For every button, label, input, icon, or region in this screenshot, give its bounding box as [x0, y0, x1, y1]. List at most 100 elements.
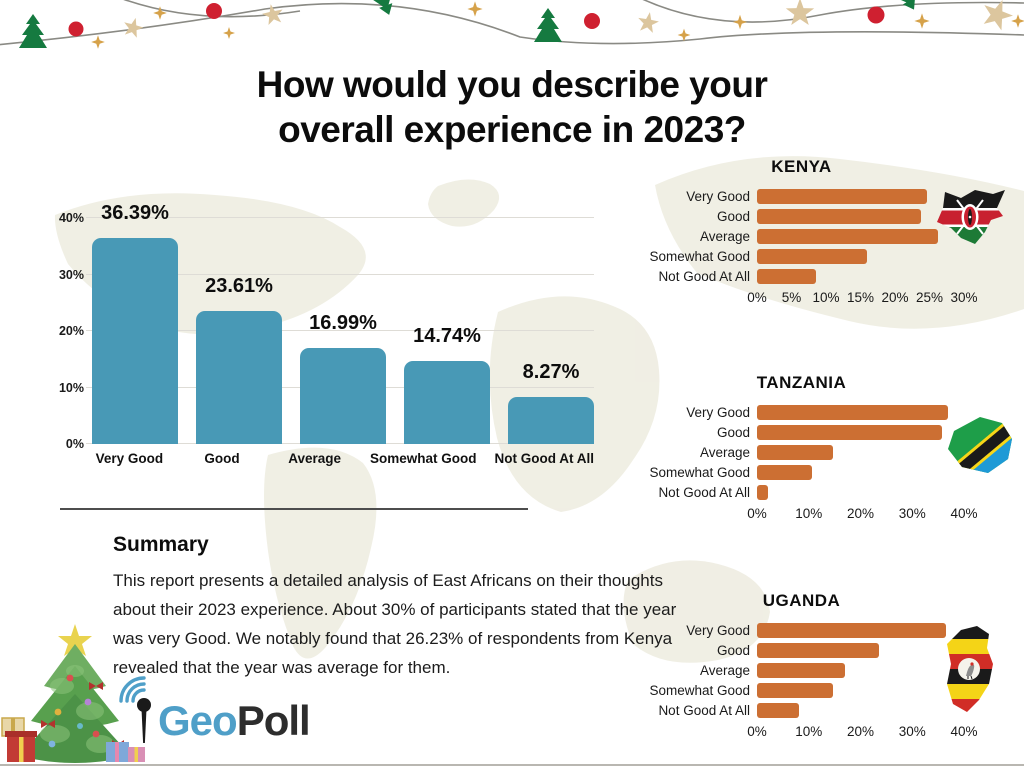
country-chart-x-axis: 0% 5% 10% 15% 20% 25% 30% [747, 290, 977, 307]
tree-star-icon [58, 624, 92, 656]
country-bar-label: Good [716, 208, 750, 224]
tanzania-bar-chart: TANZANIA Very Good Good Average Somewhat Go… [638, 373, 1012, 523]
x-axis-tick-label: 20% [846, 506, 875, 521]
x-axis-tick-label: 0% [747, 724, 767, 739]
country-bar [757, 268, 816, 284]
category-label: Not Good At All [494, 451, 595, 466]
bar-value-label: 16.99% [309, 312, 377, 335]
country-bar-label: Not Good At All [658, 484, 750, 500]
x-axis-tick-label: 30% [898, 724, 926, 739]
country-chart-rows: Very Good Good Average Somewhat Good Not Goo… [638, 402, 965, 502]
country-bar-row: Average [638, 226, 965, 246]
country-bar-label: Very Good [686, 188, 750, 204]
country-chart-rows: Very Good Good Average Somewhat Good Not Goo… [638, 186, 965, 286]
country-bar [757, 208, 922, 224]
x-axis-tick-label: 40% [950, 506, 978, 521]
country-bar-row: Very Good [638, 620, 965, 640]
country-bar-track [757, 682, 964, 698]
uganda-bar-chart: UGANDA Very Good Good Average Somewhat Good… [638, 591, 993, 741]
country-bar [757, 464, 812, 480]
country-bar-row: Somewhat Good [638, 462, 965, 482]
country-bar [757, 228, 938, 244]
plot-area: 36.39% 23.61% 16.99% 14.74% 8.27% [86, 202, 594, 444]
geopoll-pin-antenna-icon [119, 676, 151, 743]
kenya-bar-chart: KENYA Very Good Good Average Somewhat Good N… [638, 157, 1005, 307]
summary-text: This report presents a detailed analysis… [113, 571, 677, 677]
x-axis-category-labels: Very Good Good Average Somewhat Good Not Goo… [92, 451, 594, 466]
garland-tree-icon [19, 0, 916, 48]
x-axis-tick-label: 30% [898, 506, 926, 521]
y-axis-tick-label: 0% [65, 437, 84, 451]
country-bar [757, 484, 769, 500]
country-bar-track [757, 208, 964, 224]
bar [508, 397, 594, 444]
page-title: How would you describe your overall expe… [0, 62, 1024, 152]
page-title-line2: overall experience in 2023? [278, 109, 746, 150]
country-bar [757, 404, 949, 420]
logo-text-poll: Poll [236, 697, 311, 744]
bottom-border-line [0, 764, 1024, 766]
country-bar-track [757, 248, 964, 264]
country-bar-row: Not Good At All [638, 266, 965, 286]
country-bar [757, 702, 800, 718]
country-bar-label: Good [716, 424, 750, 440]
country-bar-label: Somewhat Good [649, 248, 750, 264]
country-bar [757, 248, 868, 264]
y-axis-tick-label: 10% [58, 380, 84, 395]
uganda-flag-map-icon [947, 626, 993, 712]
country-bar [757, 188, 928, 204]
x-axis-tick-label: 10% [812, 290, 840, 305]
country-bar-label: Good [716, 642, 750, 658]
country-bar-row: Good [638, 422, 965, 442]
bar-value-label: 14.74% [413, 324, 481, 347]
country-bar-row: Good [638, 640, 965, 660]
country-bar-row: Good [638, 206, 965, 226]
overall-bar-chart: 0% 10% 20% 30% 40% 36.39% 23.61% 16.99% 14.74% 8… [50, 183, 602, 473]
bar-value-label: 23.61% [205, 274, 273, 297]
tree-ornament-icon [48, 674, 100, 748]
y-axis: 0% 10% 20% 30% 40% [50, 211, 86, 451]
country-bar-track [757, 188, 964, 204]
country-bar-label: Very Good [686, 622, 750, 638]
y-axis-tick-label: 30% [58, 267, 84, 282]
country-bar-track [757, 622, 964, 638]
country-chart-title: UGANDA [762, 591, 841, 610]
country-bar-track [757, 424, 964, 440]
country-bar-track [757, 662, 964, 678]
bar [404, 360, 490, 444]
bar-column: 14.74% [404, 218, 490, 444]
bar [92, 238, 178, 444]
summary-section: Summary This report presents a detailed … [113, 533, 679, 682]
bar-column: 36.39% [92, 202, 178, 444]
bar-value-label: 8.27% [522, 361, 580, 384]
category-label: Very Good [95, 451, 164, 466]
x-axis-tick-label: 20% [881, 290, 909, 305]
country-bar-label: Average [699, 228, 750, 244]
logo-text-geo: Geo [158, 697, 238, 744]
country-bar-row: Somewhat Good [638, 246, 965, 266]
country-bar-row: Somewhat Good [638, 680, 965, 700]
country-bar-row: Very Good [638, 402, 965, 422]
country-bar-track [757, 642, 964, 658]
geopoll-logo: Geo Poll [110, 669, 311, 744]
country-bar [757, 622, 946, 638]
garland-sparkle-icon [91, 1, 1024, 49]
summary-heading: Summary [113, 533, 209, 556]
x-axis-tick-label: 25% [915, 290, 944, 305]
bars-layer: 36.39% 23.61% 16.99% 14.74% 8.27% [92, 202, 594, 444]
y-axis-tick-label: 40% [58, 211, 84, 225]
country-bar-label: Average [699, 662, 750, 678]
bar [300, 348, 386, 444]
country-bar-track [757, 268, 964, 284]
country-bar-track [757, 404, 964, 420]
country-bar-label: Not Good At All [658, 268, 750, 284]
x-axis-tick-label: 10% [795, 724, 823, 739]
country-bar-label: Somewhat Good [649, 682, 750, 698]
x-axis-tick-label: 20% [846, 724, 875, 739]
x-axis-tick-label: 0% [747, 506, 767, 521]
bar [196, 310, 282, 444]
country-chart-title: TANZANIA [756, 373, 847, 392]
christmas-garland-decoration [0, 0, 1024, 49]
x-axis-tick-label: 40% [950, 724, 978, 739]
